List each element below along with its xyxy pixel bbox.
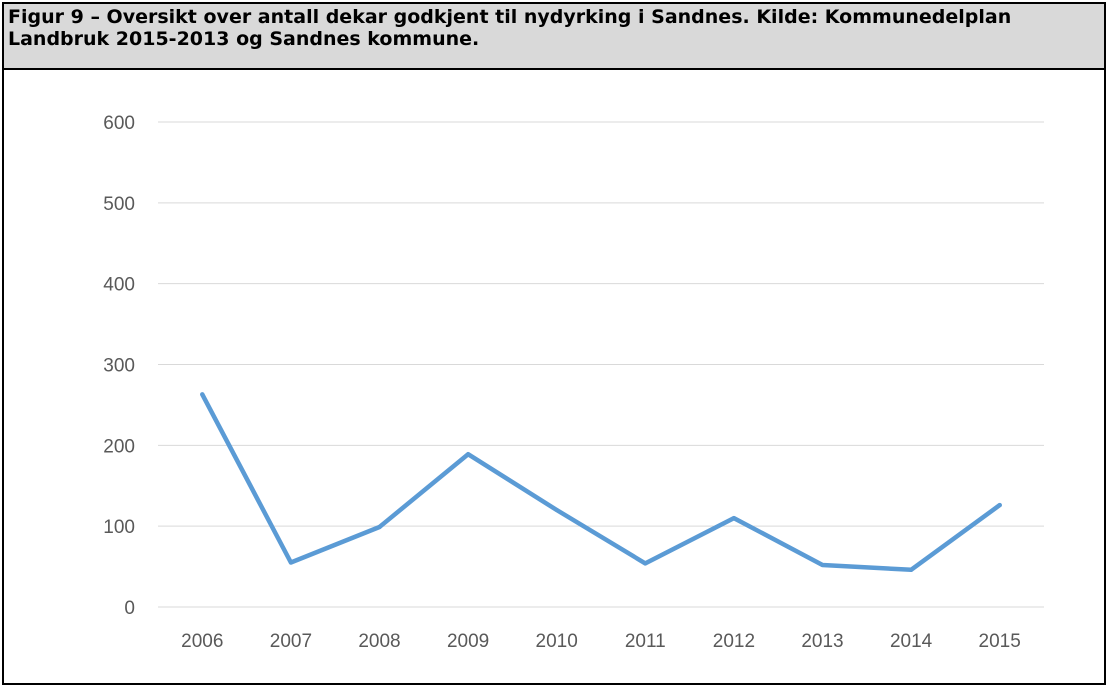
y-tick-label: 600 bbox=[103, 113, 135, 134]
x-tick-label: 2009 bbox=[447, 631, 489, 652]
x-tick-label: 2011 bbox=[625, 631, 666, 652]
series-layer bbox=[200, 392, 1002, 573]
y-tick-label: 0 bbox=[124, 598, 135, 619]
figure-caption: Figur 9 – Oversikt over antall dekar god… bbox=[4, 4, 1104, 70]
data-point-2011 bbox=[643, 561, 648, 566]
data-point-2007 bbox=[288, 560, 293, 565]
data-point-2006 bbox=[200, 392, 205, 397]
x-tick-label: 2008 bbox=[358, 631, 400, 652]
data-point-2013 bbox=[820, 562, 825, 567]
y-tick-label: 400 bbox=[103, 275, 135, 296]
x-axis-ticks: 2006 2007 2008 2009 2010 2011 2012 2013 2014 2015 bbox=[181, 631, 1021, 652]
x-tick-label: 2007 bbox=[270, 631, 312, 652]
x-tick-label: 2014 bbox=[890, 631, 933, 652]
data-point-2014 bbox=[909, 567, 914, 572]
gridlines bbox=[158, 121, 1044, 608]
y-tick-label: 200 bbox=[103, 436, 135, 457]
x-tick-label: 2010 bbox=[536, 631, 578, 652]
x-tick-label: 2013 bbox=[801, 631, 843, 652]
data-point-2008 bbox=[377, 524, 382, 529]
data-point-2010 bbox=[554, 508, 559, 512]
data-point-2015 bbox=[997, 503, 1002, 508]
y-tick-label: 500 bbox=[103, 194, 135, 215]
y-tick-label: 300 bbox=[103, 356, 135, 377]
y-axis-ticks: 0 100 200 300 400 500 600 bbox=[103, 113, 135, 619]
x-tick-label: 2012 bbox=[713, 631, 755, 652]
series-line-0 bbox=[200, 392, 1002, 573]
data-point-2009 bbox=[466, 452, 471, 457]
x-tick-label: 2015 bbox=[979, 631, 1021, 652]
y-tick-label: 100 bbox=[103, 517, 135, 538]
data-point-2012 bbox=[731, 516, 736, 521]
x-tick-label: 2006 bbox=[181, 631, 223, 652]
